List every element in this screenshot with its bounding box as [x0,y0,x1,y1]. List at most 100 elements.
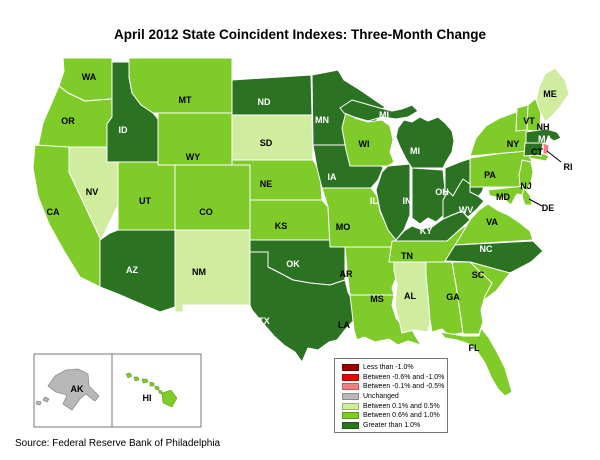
state-va [454,203,534,246]
legend-row: Between -0.6% and -1.0% [342,373,447,383]
state-label-wv: WV [459,205,474,215]
state-label-mt: MT [179,95,192,105]
state-nm [174,229,251,313]
state-label-mi: MI [379,110,389,120]
state-label-co: CO [199,207,213,217]
state-label-nc: NC [480,244,493,254]
state-mi [339,99,455,169]
legend-swatch [342,364,359,372]
state-label-az: AZ [126,265,138,275]
legend-swatch [342,383,359,391]
legend-row: Between 0.6% and 1.0% [342,411,447,421]
state-label-la: LA [338,320,350,330]
state-label-id: ID [119,125,129,135]
state-label-ma: MA [538,134,552,144]
state-label-nm: NM [192,267,206,277]
state-nd [231,74,313,116]
state-in [411,167,446,225]
legend-swatch [342,412,359,420]
legend-swatch [342,373,359,381]
state-label-va: VA [486,217,498,227]
state-fl [439,327,513,397]
state-label-ny: NY [507,139,520,149]
state-hi [125,372,178,408]
state-label-nj: NJ [520,181,532,191]
legend-row: Greater than 1.0% [342,421,447,431]
state-label-ca: CA [47,207,60,217]
state-label-wa: WA [82,72,97,82]
state-label-mo: MO [336,222,351,232]
state-label-de: DE [542,203,555,213]
state-label-tx: TX [258,316,270,326]
legend-label: Between 0.6% and 1.0% [363,412,440,420]
legend: Less than -1.0% Between -0.6% and -1.0% … [334,358,448,433]
state-label-pa: PA [484,170,496,180]
state-label-tn: TN [401,251,413,261]
state-mt [128,57,233,114]
state-label-sc: SC [472,270,485,280]
legend-row: Between -0.1% and -0.5% [342,382,447,392]
state-md [487,185,528,206]
state-label-or: OR [61,116,75,126]
hawaii-inset-box [111,353,202,428]
state-label-ar: AR [340,269,353,279]
state-label-ks: KS [275,221,288,231]
legend-label: Between 0.1% and 0.5% [363,402,440,410]
state-de [521,187,533,206]
source-text: Source: Federal Reserve Bank of Philadel… [15,438,221,449]
legend-row: Less than -1.0% [342,363,447,373]
state-ga [451,261,493,335]
state-label-ct: CT [531,147,543,157]
state-label-oh: OH [435,187,449,197]
state-label-ga: GA [446,292,460,302]
state-il [375,163,411,241]
state-label-ms: MS [370,294,384,304]
legend-label: Between -0.1% and -0.5% [363,383,445,391]
callout-line-ri [546,150,562,163]
state-sd [231,114,314,161]
state-nc [444,240,544,274]
state-label-me: ME [543,89,557,99]
state-label-wy: WY [186,152,201,162]
state-me [535,67,570,123]
state-label-al: AL [404,291,416,301]
state-label-nh: NH [537,122,550,132]
state-tx [249,251,363,363]
legend-label: Between -0.6% and -1.0% [363,373,445,381]
state-co [174,164,251,231]
legend-label: Greater than 1.0% [363,421,421,429]
legend-row: Between 0.1% and 0.5% [342,401,447,411]
state-label-mi: MI [410,146,420,156]
state-label-in: IN [403,196,412,206]
state-label-md: MD [496,192,510,202]
legend-swatch [342,393,359,401]
state-wv [442,178,485,220]
state-wi [341,111,395,167]
state-label-wi: WI [359,139,370,149]
state-label-nv: NV [86,187,99,197]
legend-label: Unchanged [363,393,399,401]
state-label-fl: FL [469,343,480,353]
state-label-nd: ND [258,97,271,107]
legend-swatch [342,402,359,410]
state-label-mn: MN [315,115,329,125]
state-label-ky: KY [420,226,433,236]
state-label-ia: IA [328,172,338,182]
legend-label: Less than -1.0% [363,364,414,372]
state-label-ne: NE [260,179,273,189]
state-label-ok: OK [286,259,300,269]
state-label-hi: HI [143,393,152,403]
state-label-ak: AK [71,384,84,394]
legend-row: Unchanged [342,392,447,402]
legend-swatch [342,421,359,429]
state-label-ri: RI [564,162,573,172]
state-label-vt: VT [523,116,535,126]
state-label-ut: UT [139,196,151,206]
figure-title: April 2012 State Coincident Indexes: Thr… [113,27,487,42]
state-label-il: IL [370,196,379,206]
state-nh [526,98,542,133]
state-label-sd: SD [260,138,273,148]
callout-line-de [528,198,543,207]
